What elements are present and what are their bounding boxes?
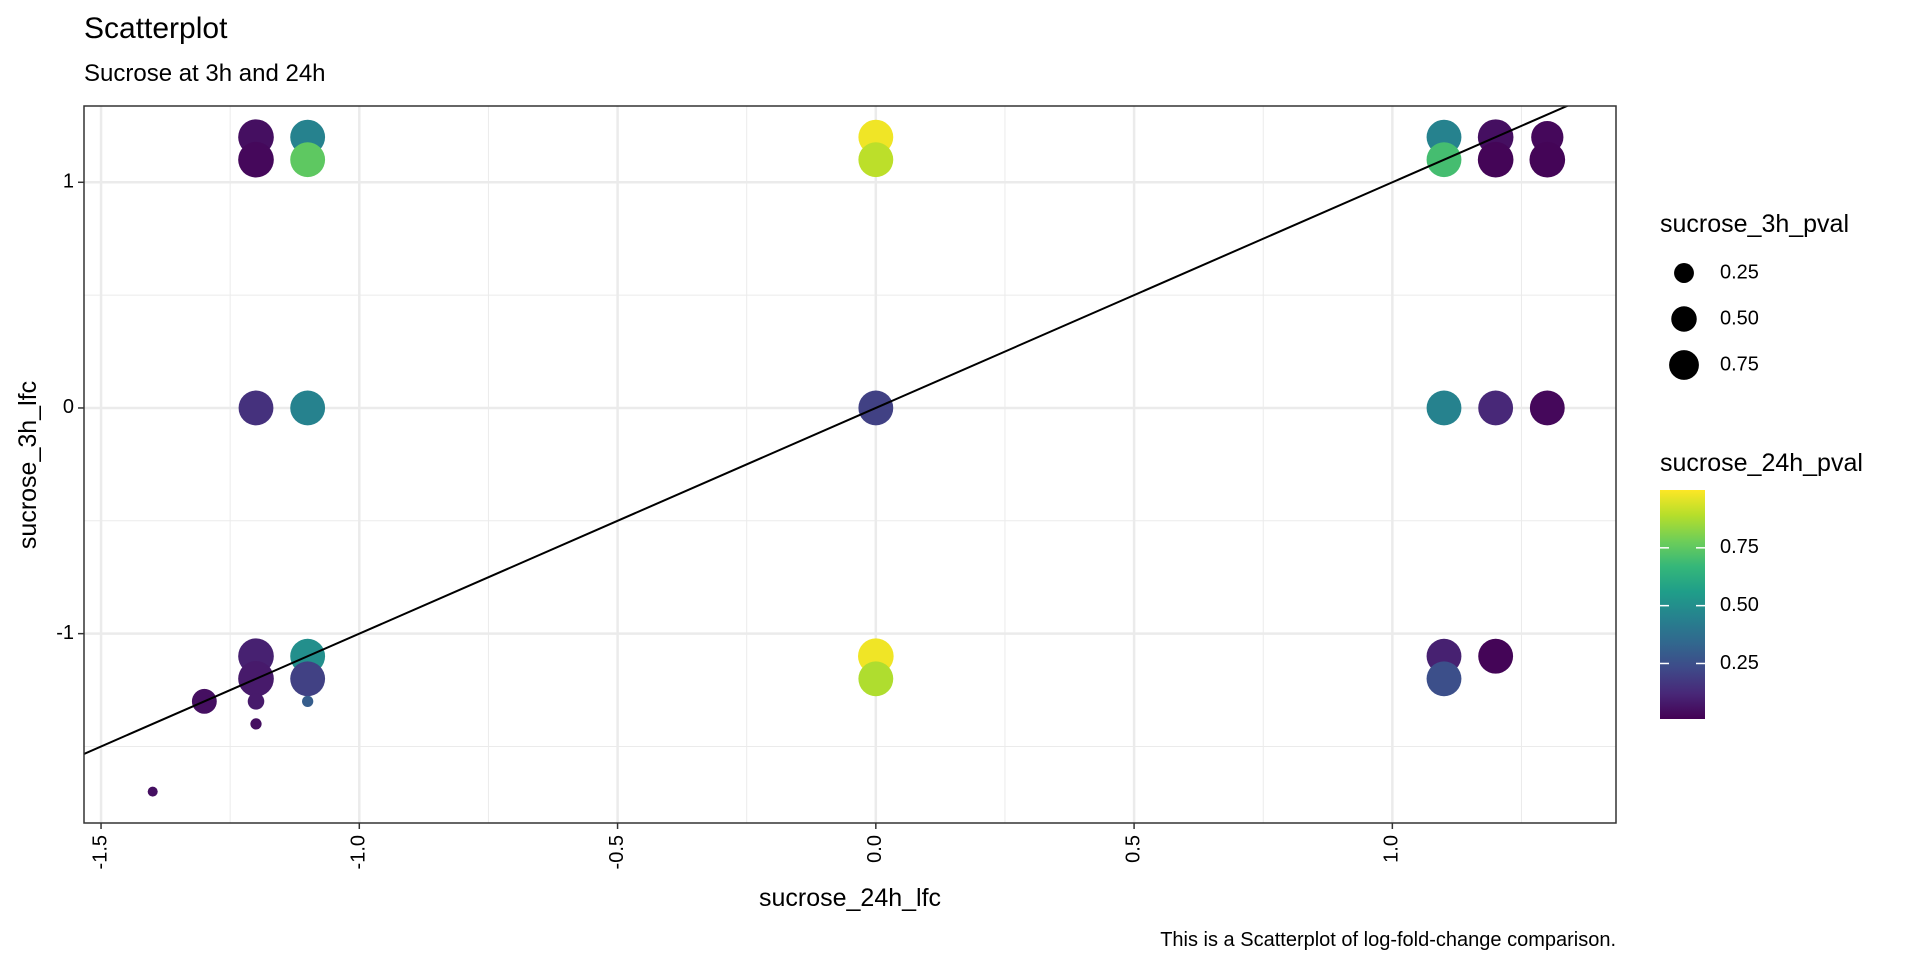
point xyxy=(1426,390,1462,426)
point xyxy=(858,661,894,697)
point xyxy=(1477,141,1514,178)
size-legend-label: 0.25 xyxy=(1720,261,1759,283)
panel-border xyxy=(83,105,1617,824)
point xyxy=(238,141,274,178)
y-tick-label: 1 xyxy=(63,171,74,193)
reference-line xyxy=(84,106,1570,755)
x-tick-label: 1.0 xyxy=(1381,835,1403,863)
size-legend-label: 0.75 xyxy=(1720,353,1759,375)
x-tick-label: -1.0 xyxy=(348,835,370,869)
point xyxy=(1478,390,1514,426)
point xyxy=(1529,390,1565,426)
point xyxy=(1478,638,1514,674)
size-key xyxy=(1674,263,1694,283)
y-tick-label: -1 xyxy=(56,622,74,644)
x-tick-label: -0.5 xyxy=(606,835,628,869)
point xyxy=(858,142,894,178)
x-axis-title: sucrose_24h_lfc xyxy=(759,884,941,912)
point xyxy=(250,718,262,730)
color-bar xyxy=(1660,490,1705,719)
point xyxy=(290,142,326,178)
y-axis-title: sucrose_3h_lfc xyxy=(14,381,42,549)
size-legend-label: 0.50 xyxy=(1720,307,1759,329)
caption: This is a Scatterplot of log-fold-change… xyxy=(1160,929,1616,951)
color-legend-title: sucrose_24h_pval xyxy=(1660,449,1863,477)
color-legend-label: 0.25 xyxy=(1720,652,1759,674)
chart-title: Scatterplot xyxy=(84,12,228,45)
point xyxy=(302,695,314,707)
point xyxy=(1529,141,1566,178)
color-legend-label: 0.75 xyxy=(1720,536,1759,558)
points xyxy=(84,106,1570,797)
chart-subtitle: Sucrose at 3h and 24h xyxy=(84,60,326,87)
point xyxy=(238,390,274,426)
x-tick-label: 0.5 xyxy=(1122,835,1144,863)
point xyxy=(290,390,326,426)
point xyxy=(290,661,326,697)
size-key xyxy=(1669,350,1699,380)
y-tick-label: 0 xyxy=(63,396,74,418)
x-tick-label: -1.5 xyxy=(89,835,111,869)
point xyxy=(147,786,158,797)
point xyxy=(1426,661,1462,697)
x-tick-label: 0.0 xyxy=(864,835,886,863)
size-legend-title: sucrose_3h_pval xyxy=(1660,210,1849,238)
size-key xyxy=(1671,306,1697,332)
point xyxy=(247,693,265,710)
color-legend-label: 0.50 xyxy=(1720,594,1759,616)
